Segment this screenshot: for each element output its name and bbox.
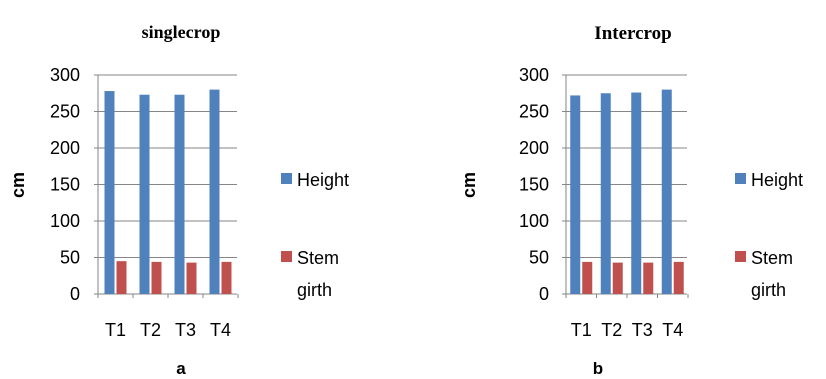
y-tick-label: 250 bbox=[519, 102, 549, 122]
bar-stem-girth bbox=[612, 262, 623, 294]
bar-height bbox=[570, 95, 581, 294]
bar-stem-girth bbox=[643, 262, 654, 294]
x-tick-label: T4 bbox=[662, 320, 683, 340]
panel-label: a bbox=[176, 359, 186, 378]
y-tick-label: 300 bbox=[50, 65, 80, 85]
y-tick-label: 200 bbox=[519, 138, 549, 158]
x-tick-label: T3 bbox=[175, 320, 196, 340]
legend-label: Stem bbox=[751, 248, 793, 268]
bar-height bbox=[104, 91, 115, 294]
chart-intercrop: Intercrop cm 0 50 100 150 200 250 300 T1 T2 T3 T4… bbox=[459, 23, 803, 378]
bar-height bbox=[631, 92, 642, 295]
y-tick-label: 0 bbox=[539, 284, 549, 304]
bars bbox=[570, 89, 684, 295]
y-tick-labels: 0 50 100 150 200 250 300 bbox=[50, 65, 80, 304]
bar-stem-girth bbox=[186, 262, 197, 294]
y-tick-label: 0 bbox=[70, 284, 80, 304]
bar-height bbox=[661, 89, 672, 294]
y-tick-label: 50 bbox=[529, 248, 549, 268]
bar-height bbox=[139, 94, 150, 295]
bar-height bbox=[209, 89, 220, 294]
x-tick-label: T1 bbox=[105, 320, 126, 340]
legend-swatch bbox=[281, 251, 292, 262]
chart-title: Intercrop bbox=[594, 23, 671, 44]
y-tick-label: 100 bbox=[519, 211, 549, 231]
y-tick-label: 300 bbox=[519, 65, 549, 85]
x-tick-label: T3 bbox=[632, 320, 653, 340]
y-axis-label: cm bbox=[8, 172, 28, 198]
y-tick-label: 100 bbox=[50, 211, 80, 231]
legend-swatch bbox=[281, 173, 292, 184]
legend-label: Stem bbox=[297, 248, 339, 268]
y-axis-label: cm bbox=[459, 172, 479, 198]
y-tick-labels: 0 50 100 150 200 250 300 bbox=[519, 65, 549, 304]
bar-stem-girth bbox=[673, 261, 684, 294]
x-tick-label: T4 bbox=[210, 320, 231, 340]
x-tick-label: T2 bbox=[140, 320, 161, 340]
chart-title: singlecrop bbox=[142, 22, 221, 42]
legend-label: Height bbox=[751, 170, 803, 190]
legend: Height Stem girth bbox=[735, 170, 803, 300]
legend-label: girth bbox=[751, 280, 786, 300]
gridlines bbox=[94, 74, 239, 298]
legend-label: girth bbox=[297, 280, 332, 300]
x-tick-labels: T1 T2 T3 T4 bbox=[571, 320, 684, 340]
bar-stem-girth bbox=[221, 261, 232, 294]
bar-height bbox=[174, 94, 185, 295]
y-tick-label: 150 bbox=[50, 175, 80, 195]
bar-stem-girth bbox=[116, 261, 127, 294]
x-tick-label: T2 bbox=[601, 320, 622, 340]
bars bbox=[104, 89, 232, 295]
x-tick-labels: T1 T2 T3 T4 bbox=[105, 320, 231, 340]
bar-height bbox=[600, 93, 611, 294]
y-tick-label: 150 bbox=[519, 175, 549, 195]
legend-label: Height bbox=[297, 170, 349, 190]
legend: Height Stem girth bbox=[281, 170, 349, 300]
legend-swatch bbox=[735, 251, 746, 262]
y-tick-label: 200 bbox=[50, 138, 80, 158]
bar-stem-girth bbox=[151, 261, 162, 294]
bar-stem-girth bbox=[582, 261, 593, 294]
panel-label: b bbox=[593, 359, 603, 378]
x-tick-label: T1 bbox=[571, 320, 592, 340]
legend-swatch bbox=[735, 173, 746, 184]
y-tick-label: 250 bbox=[50, 102, 80, 122]
y-tick-label: 50 bbox=[60, 248, 80, 268]
